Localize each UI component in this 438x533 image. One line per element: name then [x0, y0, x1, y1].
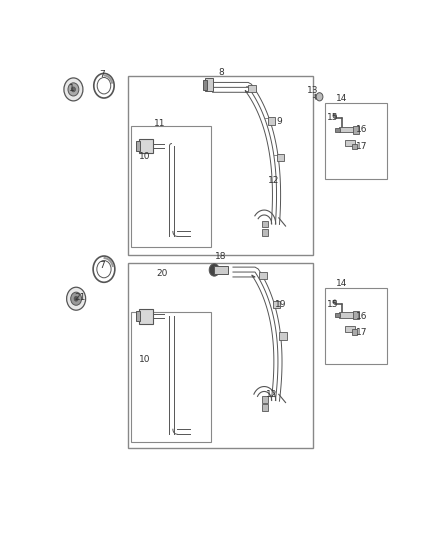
Text: 7: 7 [99, 70, 105, 79]
Text: 17: 17 [356, 328, 368, 337]
Bar [335, 127, 340, 132]
Circle shape [67, 287, 86, 310]
Bar [131, 125, 211, 247]
Bar [339, 127, 357, 133]
Circle shape [333, 300, 336, 304]
Bar [262, 396, 268, 402]
Circle shape [333, 114, 336, 118]
Bar [325, 103, 387, 179]
Bar [139, 309, 152, 324]
Bar [353, 125, 359, 134]
Text: 18: 18 [215, 252, 227, 261]
Text: 1: 1 [69, 84, 74, 93]
Circle shape [64, 78, 83, 101]
Text: 15: 15 [327, 113, 339, 122]
Bar [353, 143, 357, 149]
Text: 7: 7 [99, 261, 105, 270]
Text: 12: 12 [266, 390, 278, 399]
Text: 14: 14 [336, 94, 347, 103]
Bar [262, 229, 268, 236]
Text: 15: 15 [327, 300, 339, 309]
Bar [136, 311, 140, 321]
Circle shape [74, 296, 78, 301]
Bar [214, 266, 228, 274]
Text: 11: 11 [154, 119, 166, 128]
Bar [139, 139, 152, 154]
Bar [353, 329, 357, 335]
Bar [272, 301, 280, 309]
Text: 16: 16 [356, 125, 368, 134]
Circle shape [71, 292, 81, 305]
Bar [205, 78, 213, 91]
Bar [136, 141, 140, 151]
Circle shape [316, 93, 323, 101]
Bar [339, 312, 357, 318]
Text: 10: 10 [139, 152, 151, 161]
Text: 14: 14 [336, 279, 347, 288]
Circle shape [68, 83, 79, 96]
Text: 16: 16 [356, 312, 368, 321]
Text: 13: 13 [307, 86, 318, 95]
Bar [335, 313, 340, 317]
Text: 21: 21 [74, 293, 86, 302]
Text: 17: 17 [356, 142, 368, 150]
Text: 10: 10 [139, 355, 151, 364]
Bar [248, 85, 256, 92]
Bar [262, 221, 268, 227]
Text: 8: 8 [218, 68, 224, 77]
Bar [203, 79, 207, 90]
Bar [345, 140, 355, 146]
Circle shape [71, 87, 75, 92]
Bar [259, 272, 267, 279]
Bar [268, 117, 276, 125]
Text: 20: 20 [156, 269, 167, 278]
Bar [262, 404, 268, 411]
Bar [345, 326, 355, 332]
Bar [277, 154, 284, 161]
Text: 9: 9 [276, 117, 282, 126]
Bar [279, 332, 286, 340]
Text: 19: 19 [275, 300, 286, 309]
Text: 12: 12 [268, 176, 279, 185]
Bar [128, 263, 313, 448]
Bar [128, 76, 313, 255]
Bar [353, 311, 359, 319]
Bar [325, 288, 387, 364]
Bar [131, 312, 211, 441]
Circle shape [209, 264, 219, 276]
